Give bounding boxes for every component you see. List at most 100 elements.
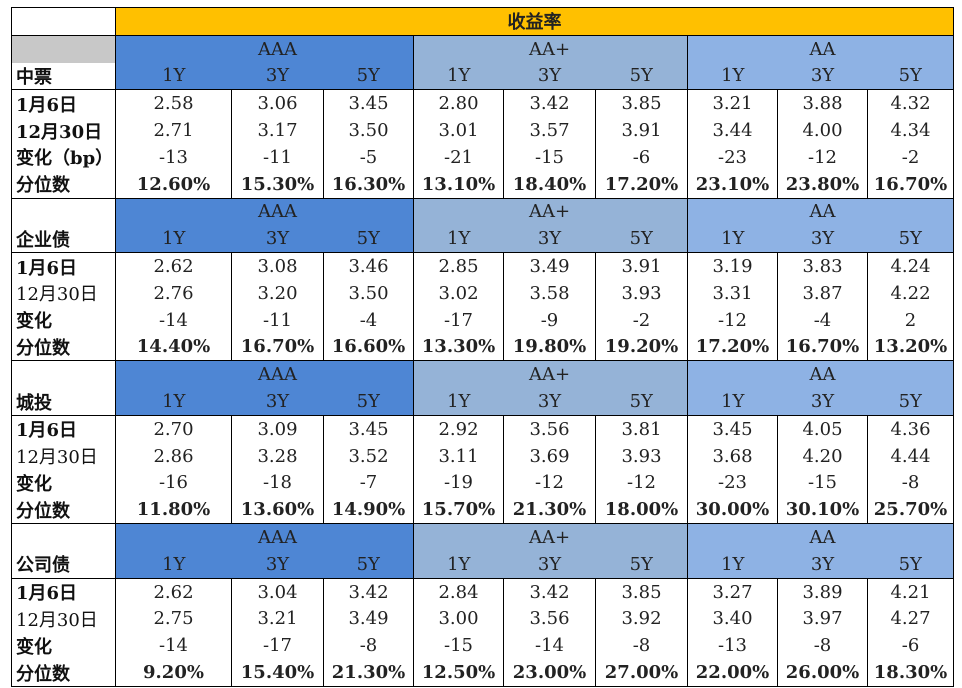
table-row: 12月30日 2.71 3.17 3.50 3.01 3.57 3.91 3.44 4.00 4.… bbox=[11, 117, 955, 144]
table-row: 变化 -14 -17 -8 -15 -14 -8 -13 -8 -6 bbox=[11, 632, 955, 660]
rating-header: AA bbox=[777, 197, 868, 226]
rating-header: AAA bbox=[231, 523, 324, 551]
table-cell: 3.56 bbox=[503, 605, 596, 633]
table-cell: 3.40 bbox=[687, 605, 778, 633]
rating-header bbox=[413, 360, 504, 389]
table-cell: 3.01 bbox=[413, 117, 504, 144]
rating-header bbox=[867, 523, 955, 551]
rating-header bbox=[115, 360, 232, 389]
yield-table: 收益率 AAA AA+ AA 中票 1Y 3Y 5Y 1Y 3Y 5Y 1Y 3Y 5Y 1月6日 2.58 3… bbox=[11, 7, 955, 687]
rating-header bbox=[115, 197, 232, 226]
rating-header bbox=[687, 34, 778, 63]
table-cell: 2.92 bbox=[413, 415, 504, 443]
rating-header-row: AAA AA+ AA bbox=[11, 34, 955, 63]
table-cell: 13.30% bbox=[413, 333, 504, 362]
table-cell: 4.22 bbox=[866, 279, 955, 307]
rating-header bbox=[595, 197, 688, 226]
table-cell: 2.70 bbox=[115, 415, 232, 443]
tenor-header: 5Y bbox=[867, 388, 955, 416]
section-name: 城投 bbox=[11, 388, 116, 416]
tenor-header: 1Y bbox=[413, 225, 504, 254]
table-cell: 3.11 bbox=[413, 442, 504, 470]
table-cell: 15.70% bbox=[413, 496, 504, 525]
table-cell: 11.80% bbox=[115, 496, 232, 525]
table-cell: -11 bbox=[231, 143, 324, 171]
table-cell: 4.20 bbox=[777, 442, 868, 470]
table-cell: 2.75 bbox=[115, 605, 232, 633]
table-row: 1月6日 2.70 3.09 3.45 2.92 3.56 3.81 3.45 4.05 4.36 bbox=[11, 415, 955, 443]
tenor-header: 1Y bbox=[687, 388, 778, 416]
table-cell: 3.85 bbox=[595, 89, 688, 118]
table-cell: 3.42 bbox=[503, 578, 596, 606]
table-cell: 4.00 bbox=[777, 117, 868, 144]
table-cell: 19.80% bbox=[503, 333, 596, 362]
table-cell: 2.62 bbox=[115, 578, 232, 606]
table-cell: 15.40% bbox=[231, 659, 324, 687]
table-cell: 3.20 bbox=[231, 279, 324, 307]
table-row: 分位数 11.80% 13.60% 14.90% 15.70% 21.30% 18.00% 3… bbox=[11, 496, 955, 525]
table-cell: 23.10% bbox=[687, 170, 778, 199]
table-cell: -15 bbox=[503, 143, 596, 171]
tenor-header: 5Y bbox=[595, 388, 688, 416]
table-cell: -5 bbox=[323, 143, 414, 171]
table-row: 分位数 12.60% 15.30% 16.30% 13.10% 18.40% 17.20% 2… bbox=[11, 170, 955, 199]
rating-header bbox=[323, 197, 414, 226]
table-cell: 3.06 bbox=[231, 89, 324, 118]
table-cell: 3.42 bbox=[323, 578, 414, 606]
rating-header-row: AAA AA+ AA bbox=[11, 523, 955, 551]
table-cell: 26.00% bbox=[777, 659, 868, 687]
row-label: 变化 bbox=[11, 469, 116, 497]
table-cell: -18 bbox=[231, 469, 324, 497]
tenor-header-row: 城投 1Y 3Y 5Y 1Y 3Y 5Y 1Y 3Y 5Y bbox=[11, 388, 955, 416]
table-cell: -17 bbox=[413, 306, 504, 334]
tenor-header: 1Y bbox=[413, 388, 504, 416]
title-corner bbox=[11, 7, 116, 36]
table-cell: 23.00% bbox=[503, 659, 596, 687]
table-cell: 12.60% bbox=[115, 170, 232, 199]
rating-header: AAA bbox=[231, 197, 324, 226]
table-cell: 4.34 bbox=[866, 117, 955, 144]
table-cell: 4.21 bbox=[866, 578, 955, 606]
rating-header: AAA bbox=[231, 360, 324, 389]
rating-header: AA+ bbox=[503, 360, 596, 389]
tenor-header: 5Y bbox=[595, 550, 688, 579]
tenor-header: 3Y bbox=[503, 225, 596, 254]
tenor-header: 1Y bbox=[115, 550, 232, 579]
rating-header bbox=[323, 360, 414, 389]
tenor-header: 3Y bbox=[503, 550, 596, 579]
rating-header bbox=[413, 34, 504, 63]
row-label: 分位数 bbox=[11, 659, 116, 687]
table-cell: 3.44 bbox=[687, 117, 778, 144]
row-label: 12月30日 bbox=[11, 605, 116, 633]
table-cell: 3.49 bbox=[323, 605, 414, 633]
table-row: 1月6日 2.58 3.06 3.45 2.80 3.42 3.85 3.21 3.88 4.32 bbox=[11, 89, 955, 118]
rating-header: AA+ bbox=[503, 197, 596, 226]
table-cell: 4.05 bbox=[777, 415, 868, 443]
table-cell: 3.17 bbox=[231, 117, 324, 144]
table-cell: -15 bbox=[777, 469, 868, 497]
tenor-header: 5Y bbox=[595, 62, 688, 91]
tenor-header: 1Y bbox=[413, 62, 504, 91]
table-cell: 16.70% bbox=[866, 170, 955, 199]
row-label: 变化 bbox=[11, 306, 116, 334]
table-row: 1月6日 2.62 3.08 3.46 2.85 3.49 3.91 3.19 3.83 4.24 bbox=[11, 252, 955, 280]
table-cell: 4.32 bbox=[866, 89, 955, 118]
rating-header bbox=[115, 523, 232, 551]
table-cell: 3.81 bbox=[595, 415, 688, 443]
table-cell: 30.00% bbox=[687, 496, 778, 525]
header-corner bbox=[11, 523, 116, 551]
table-cell: 3.88 bbox=[777, 89, 868, 118]
table-cell: 16.60% bbox=[323, 333, 414, 362]
row-label: 1月6日 bbox=[11, 415, 116, 443]
table-row: 分位数 14.40% 16.70% 16.60% 13.30% 19.80% 19.20% 1… bbox=[11, 333, 955, 362]
table-cell: 4.27 bbox=[866, 605, 955, 633]
table-cell: -6 bbox=[866, 632, 955, 660]
table-cell: -2 bbox=[595, 306, 688, 334]
table-cell: 3.50 bbox=[323, 279, 414, 307]
tenor-header: 3Y bbox=[503, 62, 596, 91]
section-name: 中票 bbox=[11, 62, 116, 91]
table-row: 变化 -14 -11 -4 -17 -9 -2 -12 -4 2 bbox=[11, 306, 955, 334]
table-cell: 3.45 bbox=[323, 89, 414, 118]
row-label: 1月6日 bbox=[11, 578, 116, 606]
table-cell: 3.08 bbox=[231, 252, 324, 280]
